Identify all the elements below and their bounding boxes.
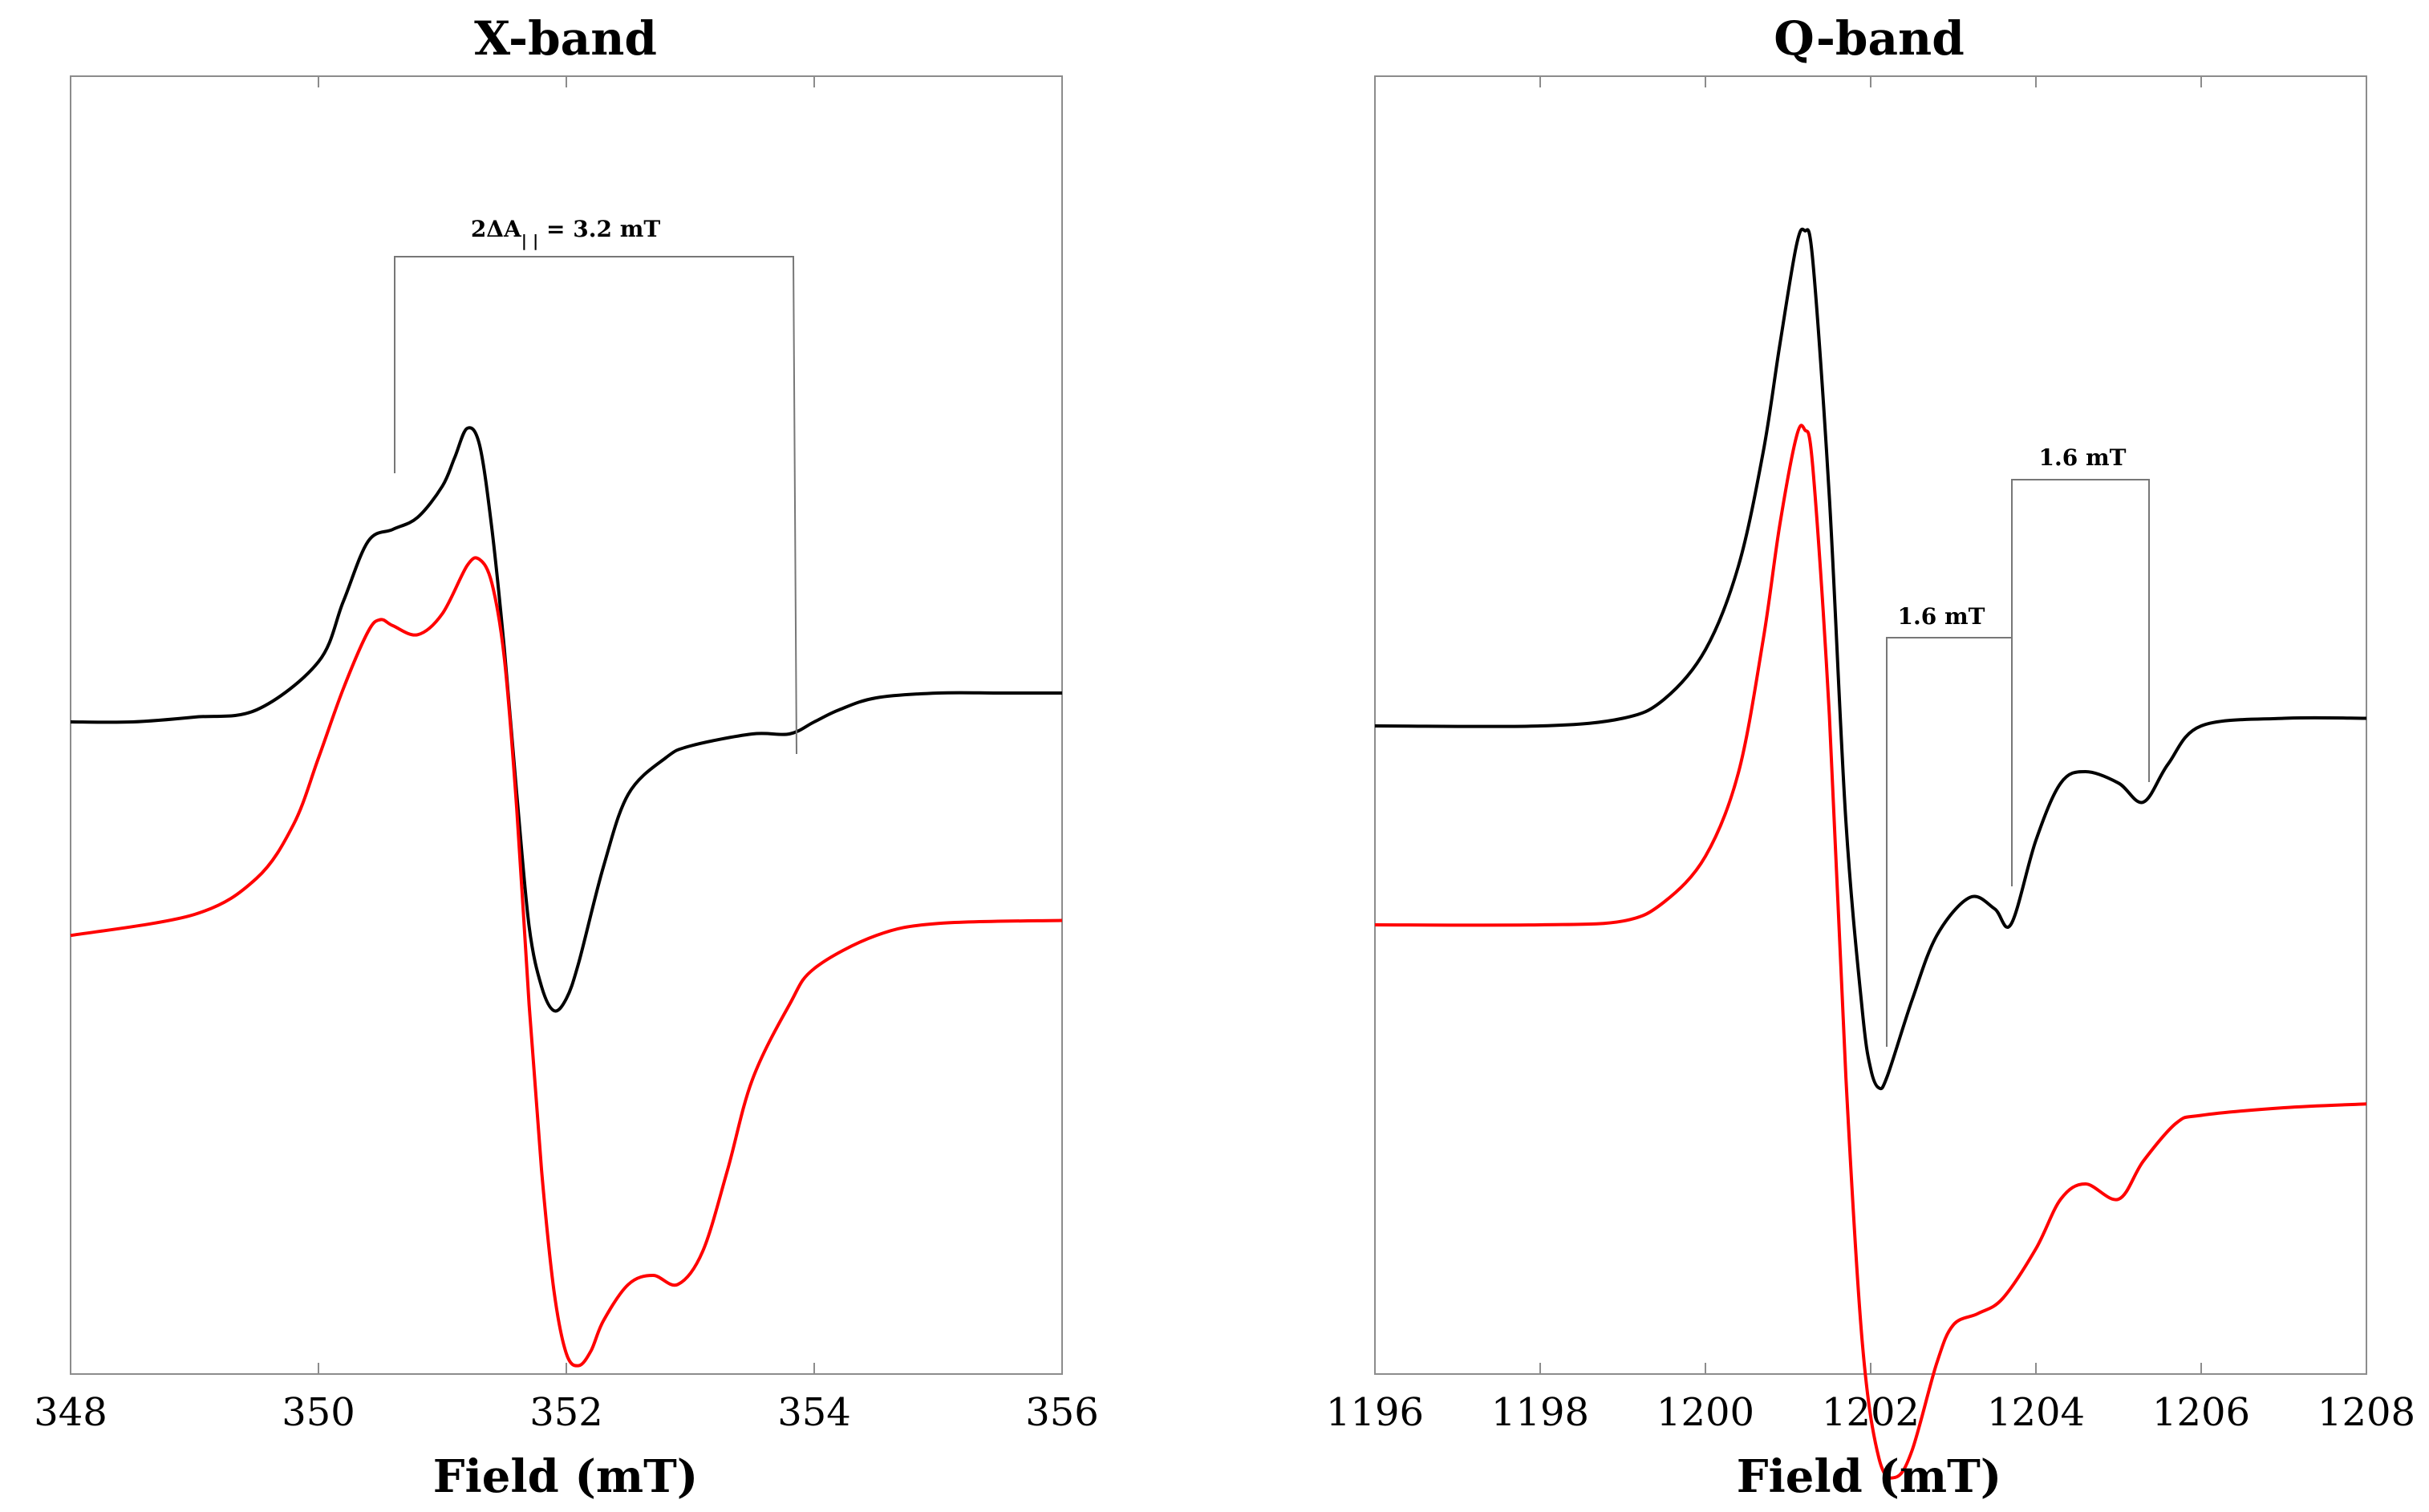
x-band-panel: X-band 348 350 352 354 356 2ΔA| | = 3.2 mT F…	[34, 11, 1099, 1503]
q-band-x-ticks: 1196 1198 1200 1202 1204 1206 1208	[1326, 76, 2415, 1435]
x-band-simulated-trace	[70, 556, 1063, 1368]
q-band-x-tick-label: 1200	[1657, 1390, 1754, 1435]
q-band-x-tick-label: 1196	[1326, 1390, 1424, 1435]
q-band-experimental-trace	[1374, 227, 2367, 1091]
x-band-hyperfine-label: 2ΔA| | = 3.2 mT	[471, 216, 660, 250]
q-band-splitting-bracket-2: 1.6 mT	[2011, 444, 2150, 782]
x-band-x-tick-label: 352	[529, 1390, 603, 1435]
x-band-hyperfine-bracket: 2ΔA| | = 3.2 mT	[394, 216, 797, 755]
q-band-splitting-label-1: 1.6 mT	[1898, 603, 1985, 630]
x-band-x-axis-label: Field (mT)	[433, 1450, 699, 1503]
q-band-x-axis-label: Field (mT)	[1737, 1450, 2002, 1503]
q-band-bracket-2-line	[2011, 479, 2150, 782]
q-band-x-tick-label: 1206	[2152, 1390, 2250, 1435]
x-band-x-tick-label: 350	[282, 1390, 355, 1435]
q-band-splitting-bracket-1: 1.6 mT	[1886, 603, 2013, 1047]
x-band-title: X-band	[474, 11, 657, 66]
q-band-panel: Q-band 1196 1198 1200 1202 1204 1206 1208 1.6 …	[1326, 11, 2415, 1503]
q-band-splitting-label-2: 1.6 mT	[2039, 444, 2127, 471]
x-band-bracket-line	[394, 256, 797, 755]
q-band-bracket-1-line	[1886, 637, 2013, 1047]
x-band-x-tick-label: 348	[34, 1390, 107, 1435]
x-band-x-ticks: 348 350 352 354 356	[34, 76, 1099, 1435]
q-band-x-tick-label: 1204	[1987, 1390, 2085, 1435]
x-band-experimental-trace	[70, 426, 1062, 1013]
q-band-x-tick-label: 1208	[2317, 1390, 2415, 1435]
q-band-x-tick-label: 1198	[1491, 1390, 1589, 1435]
x-band-plot-frame	[70, 75, 1063, 1375]
x-band-x-tick-label: 356	[1025, 1390, 1099, 1435]
x-band-x-tick-label: 354	[777, 1390, 851, 1435]
q-band-title: Q-band	[1774, 11, 1965, 66]
q-band-simulated-trace	[1374, 424, 2367, 1480]
